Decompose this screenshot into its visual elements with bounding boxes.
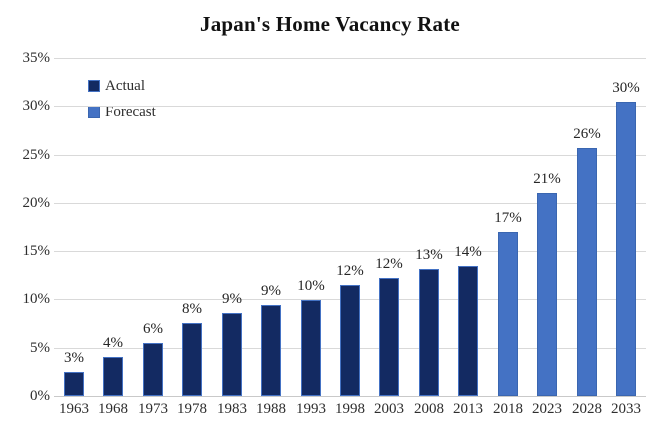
bar-value-label: 12% [375, 256, 403, 272]
gridline [54, 251, 646, 252]
x-axis-tick-label: 1983 [217, 401, 247, 417]
y-axis-tick-label: 0% [30, 388, 50, 404]
x-axis-tick-label: 2013 [453, 401, 483, 417]
legend-swatch-actual-icon [88, 80, 100, 92]
bar-1978 [182, 323, 202, 396]
bar-value-label: 21% [533, 171, 561, 187]
bar-1968 [103, 357, 123, 396]
x-axis-tick-label: 2033 [611, 401, 641, 417]
gridline [54, 203, 646, 204]
legend-swatch-forecast-icon [88, 106, 100, 118]
bar-value-label: 17% [494, 210, 522, 226]
bar-1998 [340, 285, 360, 396]
y-axis-tick-label: 30% [22, 98, 51, 114]
bar-value-label: 12% [336, 263, 364, 279]
x-axis-tick-label: 1998 [335, 401, 365, 417]
x-axis-tick-label: 2028 [572, 401, 602, 417]
bar-2013 [458, 266, 478, 396]
bar-value-label: 30% [612, 80, 640, 96]
bar-value-label: 4% [103, 335, 123, 351]
bar-1993 [301, 300, 321, 396]
x-axis-tick-label: 1973 [138, 401, 168, 417]
bar-value-label: 3% [64, 350, 84, 366]
bar-value-label: 26% [573, 126, 601, 142]
y-axis-tick-label: 15% [22, 243, 51, 259]
y-axis-tick-label: 25% [22, 147, 51, 163]
y-axis-tick-label: 10% [22, 291, 51, 307]
gridline [54, 58, 646, 59]
x-axis-tick-label: 2003 [374, 401, 404, 417]
x-axis-tick-label: 1968 [98, 401, 128, 417]
x-axis-tick-label: 2023 [532, 401, 562, 417]
bar-1973 [143, 343, 163, 396]
x-axis-tick-label: 2018 [493, 401, 523, 417]
x-axis-tick-label: 1963 [59, 401, 89, 417]
bar-2018 [498, 232, 518, 396]
bar-2008 [419, 269, 439, 396]
bar-value-label: 10% [297, 278, 325, 294]
y-axis-tick-label: 20% [22, 195, 51, 211]
bar-value-label: 6% [143, 321, 163, 337]
bar-value-label: 14% [454, 244, 482, 260]
x-axis-tick-label: 1993 [296, 401, 326, 417]
x-axis-tick-label: 1988 [256, 401, 286, 417]
legend-label-actual: Actual [105, 77, 145, 94]
chart-legend: Actual Forecast [88, 78, 156, 130]
bar-value-label: 9% [222, 291, 242, 307]
bar-value-label: 13% [415, 247, 443, 263]
legend-item-forecast: Forecast [88, 104, 156, 120]
bar-value-label: 9% [261, 283, 281, 299]
bar-2028 [577, 148, 597, 396]
bar-2003 [379, 278, 399, 396]
legend-item-actual: Actual [88, 78, 156, 94]
legend-label-forecast: Forecast [105, 103, 156, 120]
bar-1988 [261, 305, 281, 396]
bar-1963 [64, 372, 84, 396]
bar-2023 [537, 193, 557, 396]
bar-value-label: 8% [182, 301, 202, 317]
bar-2033 [616, 102, 636, 396]
y-axis-tick-label: 35% [22, 50, 51, 66]
chart-title: Japan's Home Vacancy Rate [200, 12, 460, 36]
bar-1983 [222, 313, 242, 396]
x-axis-tick-label: 2008 [414, 401, 444, 417]
y-axis-tick-label: 5% [30, 340, 50, 356]
x-axis-tick-label: 1978 [177, 401, 207, 417]
x-axis-line [54, 396, 646, 397]
gridline [54, 106, 646, 107]
gridline [54, 155, 646, 156]
